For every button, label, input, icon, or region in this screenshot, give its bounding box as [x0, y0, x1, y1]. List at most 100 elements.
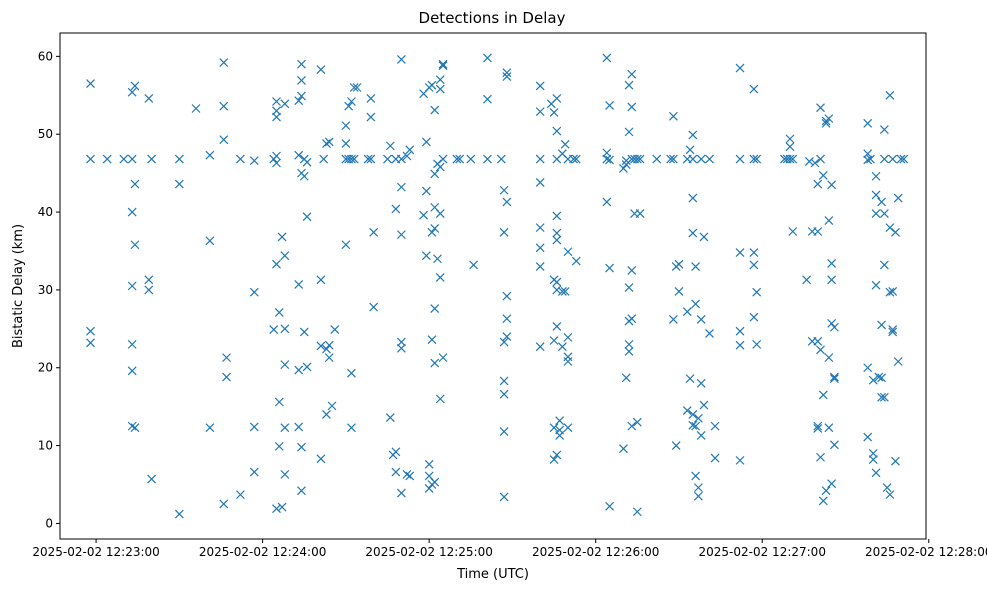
data-point: [219, 135, 229, 145]
data-point: [735, 154, 745, 164]
data-point: [624, 127, 634, 137]
data-point: [127, 281, 137, 291]
data-point: [818, 390, 828, 400]
data-point: [557, 342, 567, 352]
data-point: [863, 155, 873, 165]
data-point: [785, 142, 795, 152]
data-point: [144, 275, 154, 285]
data-point: [130, 423, 140, 433]
data-point: [877, 373, 887, 383]
data-point: [868, 448, 878, 458]
data-point: [86, 154, 95, 164]
data-point: [624, 80, 634, 90]
data-point: [302, 157, 312, 167]
data-point: [205, 236, 215, 246]
data-point: [385, 413, 395, 422]
data-point: [502, 314, 512, 324]
data-point: [635, 154, 645, 164]
data-point: [552, 235, 562, 245]
y-tick-label: 0: [45, 516, 53, 530]
data-point: [624, 346, 634, 356]
data-point: [396, 154, 406, 164]
data-point: [396, 230, 406, 240]
data-point: [571, 154, 581, 164]
data-point: [347, 97, 356, 106]
data-point: [294, 422, 304, 432]
data-point: [366, 112, 376, 122]
data-point: [535, 81, 545, 91]
y-axis-label: Bistatic Delay (km): [11, 224, 26, 348]
x-tick-label: 2025-02-02 12:24:00: [199, 545, 326, 559]
data-point: [705, 329, 714, 338]
data-point: [347, 154, 356, 164]
data-point: [327, 401, 337, 411]
data-point: [877, 197, 887, 207]
data-point: [280, 251, 290, 261]
y-tick-label: 50: [38, 127, 53, 141]
data-point: [219, 58, 229, 68]
data-point: [627, 266, 637, 275]
data-point: [341, 139, 351, 148]
data-point: [130, 81, 140, 91]
data-point: [699, 400, 709, 410]
data-point: [280, 423, 290, 433]
data-point: [563, 423, 573, 433]
data-point: [127, 154, 137, 164]
data-point: [829, 374, 839, 384]
data-point: [552, 228, 562, 238]
data-point: [624, 339, 634, 349]
data-point: [891, 456, 900, 466]
data-point: [435, 394, 445, 404]
data-point: [435, 273, 445, 282]
data-point: [804, 157, 814, 166]
data-point: [605, 501, 615, 511]
data-point: [499, 389, 509, 399]
data-point: [205, 423, 215, 433]
data-point: [294, 150, 304, 160]
data-point: [433, 254, 442, 264]
data-point: [668, 111, 678, 121]
data-point: [627, 421, 637, 431]
data-point: [563, 332, 573, 342]
data-point: [563, 247, 573, 257]
data-point: [483, 94, 492, 104]
data-point: [369, 227, 379, 237]
data-point: [421, 137, 431, 147]
data-point: [688, 193, 698, 203]
data-point: [438, 353, 448, 363]
data-point: [816, 103, 825, 113]
data-point: [829, 322, 839, 332]
data-point: [391, 467, 401, 477]
data-point: [277, 232, 287, 242]
data-point: [535, 342, 545, 352]
data-point: [402, 469, 412, 479]
data-point: [691, 421, 701, 431]
data-point: [899, 154, 909, 164]
data-point: [249, 467, 259, 477]
data-point: [219, 499, 229, 509]
data-point: [632, 417, 642, 427]
data-point: [827, 180, 837, 190]
x-axis-label: Time (UTC): [456, 567, 529, 582]
data-point: [430, 105, 440, 115]
data-point: [821, 486, 831, 496]
data-point: [130, 240, 140, 250]
data-point: [330, 325, 340, 335]
data-point: [752, 154, 762, 164]
data-point: [668, 315, 678, 324]
data-point: [502, 291, 512, 301]
data-point: [749, 312, 759, 322]
y-tick-label: 40: [38, 205, 53, 219]
data-point: [735, 455, 745, 465]
data-point: [552, 450, 562, 460]
y-tick-label: 30: [38, 283, 53, 297]
y-tick-label: 20: [38, 361, 53, 375]
data-point: [144, 93, 154, 103]
data-point: [535, 223, 545, 233]
data-point: [430, 358, 440, 368]
data-point: [552, 277, 562, 287]
data-point: [405, 471, 415, 481]
data-point: [627, 69, 637, 79]
data-point: [560, 139, 570, 149]
data-point: [127, 207, 137, 217]
